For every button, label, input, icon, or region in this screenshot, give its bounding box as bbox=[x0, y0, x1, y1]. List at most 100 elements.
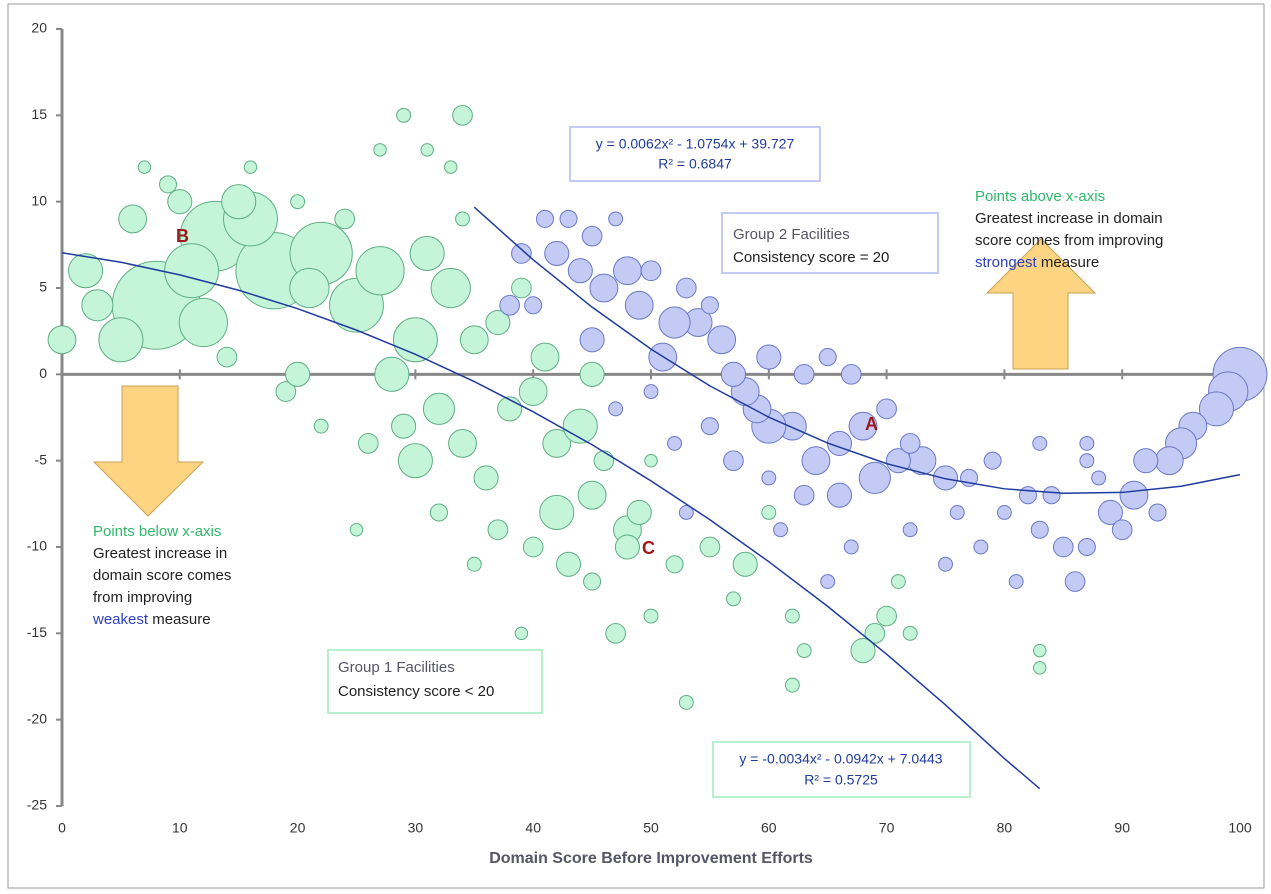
bubble bbox=[1077, 537, 1096, 557]
bubble bbox=[349, 523, 364, 537]
bubble bbox=[373, 143, 387, 157]
bubble bbox=[640, 260, 662, 282]
bubble bbox=[996, 505, 1012, 520]
bubble bbox=[983, 451, 1002, 470]
bubble bbox=[397, 443, 433, 479]
bubble bbox=[313, 418, 329, 434]
bubble bbox=[773, 522, 789, 538]
bubble bbox=[499, 294, 520, 316]
bubble bbox=[452, 104, 473, 126]
note-tail: measure bbox=[152, 611, 210, 628]
bubble bbox=[530, 342, 560, 372]
bubble bbox=[473, 465, 499, 491]
bubble bbox=[374, 356, 410, 392]
bubble bbox=[216, 346, 238, 368]
bubble bbox=[167, 189, 193, 215]
bubble bbox=[559, 209, 578, 228]
bubble bbox=[589, 273, 619, 303]
bubble bbox=[243, 160, 258, 174]
y-tick-label: 5 bbox=[39, 279, 47, 295]
point-label: A bbox=[865, 414, 878, 434]
bubble bbox=[973, 539, 989, 555]
bubble bbox=[938, 556, 953, 572]
bubble bbox=[614, 534, 640, 560]
group-name: Group 1 Facilities bbox=[338, 659, 455, 676]
bubble bbox=[290, 194, 306, 210]
bubble bbox=[784, 608, 800, 624]
note-line: domain score comes bbox=[93, 567, 231, 584]
bubble bbox=[885, 448, 911, 474]
bubble bbox=[732, 551, 758, 577]
group-box bbox=[327, 649, 543, 714]
x-tick-label: 90 bbox=[1114, 820, 1130, 836]
bubble bbox=[902, 522, 918, 538]
bubble bbox=[562, 408, 598, 444]
bubble bbox=[796, 643, 812, 659]
group-description: Consistency score < 20 bbox=[338, 683, 494, 700]
bubble bbox=[392, 317, 438, 363]
bubble bbox=[355, 246, 405, 296]
bubble bbox=[522, 536, 544, 558]
bubble bbox=[644, 453, 658, 468]
bubble bbox=[643, 608, 659, 624]
bubble bbox=[864, 622, 886, 644]
bubble bbox=[678, 694, 694, 710]
bubble bbox=[118, 204, 148, 234]
up-arrow bbox=[985, 238, 1097, 370]
bubble bbox=[667, 435, 683, 451]
bubble bbox=[1042, 486, 1061, 505]
bubble bbox=[1198, 391, 1234, 427]
bubble bbox=[544, 240, 570, 267]
bubble bbox=[826, 430, 853, 456]
y-tick-label: 15 bbox=[31, 106, 47, 122]
bubble bbox=[613, 256, 642, 286]
bubble bbox=[47, 325, 77, 355]
bubble bbox=[485, 309, 511, 336]
bubble bbox=[899, 433, 921, 454]
bubble bbox=[420, 143, 434, 157]
note-line: strongest measure bbox=[975, 254, 1099, 271]
bubble bbox=[466, 556, 482, 572]
bubble bbox=[720, 361, 747, 387]
bubble bbox=[593, 450, 615, 472]
bubble bbox=[876, 398, 897, 420]
x-tick-label: 30 bbox=[408, 820, 424, 836]
bubble bbox=[761, 505, 777, 520]
bubble bbox=[285, 361, 311, 387]
bubble bbox=[396, 107, 412, 123]
bubble bbox=[608, 211, 624, 227]
bubble bbox=[518, 377, 548, 407]
bubble bbox=[409, 235, 445, 272]
bubble bbox=[455, 211, 470, 227]
bubble bbox=[756, 344, 782, 370]
bubble bbox=[726, 591, 741, 607]
note-line: score comes from improving bbox=[975, 232, 1163, 249]
point-label: C bbox=[642, 538, 655, 558]
bubble bbox=[98, 317, 144, 363]
note-line: Greatest increase in domain bbox=[975, 210, 1163, 227]
bubble bbox=[158, 175, 178, 194]
bubble bbox=[357, 433, 379, 454]
bubble bbox=[511, 277, 532, 299]
y-tick-label: -20 bbox=[27, 710, 47, 726]
x-tick-label: 20 bbox=[290, 820, 306, 836]
trend-equation: y = 0.0062x² - 1.0754x + 39.727 bbox=[596, 136, 795, 152]
bubble bbox=[221, 184, 257, 220]
y-tick-label: -15 bbox=[27, 624, 47, 640]
bubble bbox=[890, 574, 906, 589]
bubble bbox=[1033, 661, 1047, 675]
bubble bbox=[430, 267, 471, 309]
note-line: Greatest increase in bbox=[93, 545, 227, 562]
bubble bbox=[68, 253, 104, 289]
bubble bbox=[577, 480, 607, 510]
x-tick-label: 10 bbox=[172, 820, 188, 836]
bubble bbox=[676, 277, 697, 299]
group-box bbox=[721, 212, 939, 274]
bubble bbox=[665, 555, 684, 574]
bubble bbox=[699, 536, 721, 558]
bubble bbox=[843, 539, 859, 555]
bubble bbox=[840, 363, 862, 385]
bubble bbox=[793, 484, 815, 506]
bubble bbox=[459, 325, 489, 355]
